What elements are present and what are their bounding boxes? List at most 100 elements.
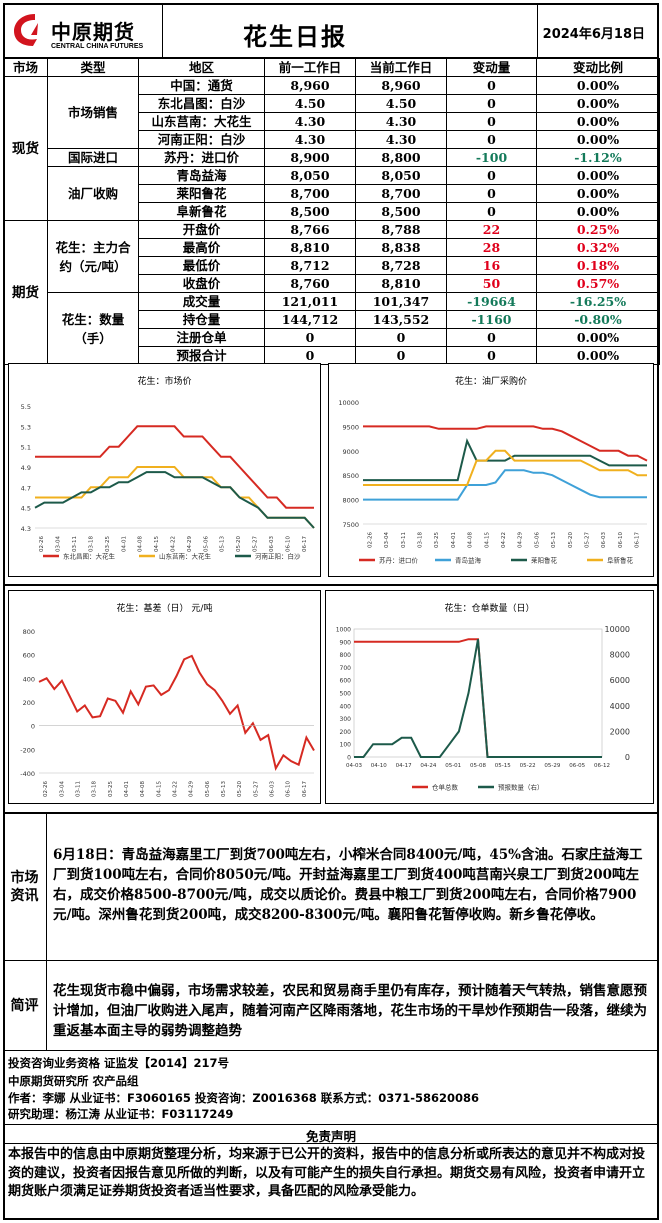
region-cell: 中国：通货 (138, 76, 265, 95)
prev-value-cell: 8,810 (264, 238, 356, 257)
legend-label: 青岛益海 (455, 556, 482, 565)
prev-value-cell: 4.30 (264, 130, 356, 149)
change-cell: -100 (446, 148, 537, 167)
region-cell: 山东莒南：大花生 (138, 112, 265, 131)
x-tick-label: 04-08 (468, 532, 474, 548)
x-tick-label: 04-01 (121, 536, 127, 552)
change-cell: 0 (446, 130, 537, 149)
legend-label: 阜新鲁花 (607, 556, 634, 565)
x-tick-label: 05-06 (205, 781, 211, 797)
table-row: 国际进口 苏丹：进口价 8,900 8,800 -100 -1.12% (4, 148, 660, 167)
chart-market-price: 花生：市场价 5.5 5.3 5.1 4.9 4.7 4.5 4.3 02-26 03-04 03… (8, 363, 321, 577)
x-tick-label: 04-15 (156, 781, 162, 797)
series-line (34, 471, 315, 529)
change-pct-cell: 0.32% (536, 238, 660, 257)
y-tick-label: 300 (340, 716, 352, 723)
prev-value-cell: 0 (264, 346, 356, 365)
change-pct-cell: 0.18% (536, 256, 660, 275)
prev-value-cell: 0 (264, 328, 356, 347)
x-tick-label: 04-01 (124, 781, 130, 797)
market-cell-spot: 现货 (3, 76, 48, 221)
x-tick-label: 06-10 (618, 532, 624, 548)
prev-value-cell: 8,900 (264, 148, 356, 167)
x-tick-label: 04-10 (371, 763, 387, 769)
x-tick-label: 05-13 (551, 532, 557, 548)
change-pct-cell: 0.00% (536, 346, 660, 365)
y-tick-label: 9500 (342, 423, 359, 431)
divider (3, 1124, 659, 1125)
y-tick-label: 600 (23, 652, 35, 660)
table-row: 油厂收购 青岛益海 8,050 8,050 0 0.00% (4, 166, 660, 221)
series-line (35, 425, 314, 509)
x-tick-label: 05-15 (495, 763, 511, 769)
y-tick-label: 400 (340, 703, 352, 710)
market-cell-futures: 期货 (3, 220, 48, 365)
x-tick-label: 03-25 (434, 532, 440, 548)
change-cell: 0 (446, 184, 537, 203)
report-date: 2024年6月18日 (542, 27, 645, 42)
divider (3, 1143, 659, 1144)
region-cell: 青岛益海 (138, 166, 265, 185)
x-tick-label: 06-10 (286, 781, 292, 797)
x-tick-label: 02-26 (43, 781, 49, 797)
x-tick-label: 04-29 (189, 781, 195, 797)
y-tick-label: 0 (31, 723, 35, 731)
change-pct-cell: 0.00% (536, 112, 660, 131)
change-pct-cell: 0.00% (536, 130, 660, 149)
x-tick-label: 02-26 (367, 532, 373, 548)
table-row: 莱阳鲁花 8,700 8,700 0 0.00% (4, 184, 660, 203)
x-tick-label: 06-17 (302, 536, 308, 552)
change-pct-cell: -0.80% (536, 310, 660, 329)
y-tick-label: 400 (23, 675, 35, 683)
table-row: 花生：数量（手） 成交量 121,011 101,347 -19664 -16.25% (4, 292, 660, 365)
change-cell: -19664 (446, 292, 537, 311)
x-tick-label: 05-06 (534, 532, 540, 548)
cur-value-cell: 8,800 (355, 148, 447, 167)
y2-tick-label: 0 (625, 753, 630, 762)
x-tick-label: 06-17 (302, 781, 308, 797)
y-tick-label: 1000 (336, 627, 351, 634)
col-header: 前一工作日 (264, 58, 356, 77)
y-tick-label: 500 (340, 691, 352, 698)
report-title: 花生日报 (243, 22, 347, 51)
x-tick-label: 04-08 (140, 781, 146, 797)
change-cell: 0 (446, 94, 537, 113)
institute-line: 中原期货研究所 农产品组 (8, 1074, 139, 1088)
series-line (38, 654, 315, 771)
region-cell: 持仓量 (138, 310, 265, 329)
col-header: 变动比例 (536, 58, 660, 77)
col-header: 市场 (3, 58, 48, 77)
region-cell: 收盘价 (138, 274, 265, 293)
x-tick-label: 03-25 (108, 781, 114, 797)
cur-value-cell: 8,500 (355, 202, 447, 221)
comment-text: 花生现货市稳中偏弱，市场需求较差，农民和贸易商手里仍有库存，预计随着天气转热，销… (53, 983, 647, 1039)
y-tick-label: 700 (340, 665, 352, 672)
disclaimer-text: 本报告中的信息由中原期货整理分析，均来源于已公开的资料，报告中的信息分析或所表达… (8, 1147, 646, 1199)
x-tick-label: 05-27 (585, 532, 591, 548)
y-tick-label: 7500 (342, 521, 359, 529)
x-tick-label: 04-22 (171, 536, 177, 552)
y-tick-label: 5.5 (21, 403, 31, 411)
price-table: 市场 类型 地区 前一工作日 当前工作日 变动量 变动比例 现货 市场销售 中国：通… (3, 58, 660, 365)
x-tick-label: 04-15 (154, 536, 160, 552)
series-line (363, 449, 647, 486)
comment-label: 简评 (3, 961, 47, 1050)
x-tick-label: 03-18 (88, 536, 94, 552)
legend-label: 河南正阳：白沙 (255, 552, 301, 561)
y2-tick-label: 10000 (605, 625, 630, 634)
y-tick-label: -400 (20, 770, 35, 778)
disclaimer-title: 免责声明 (305, 1129, 356, 1144)
region-cell: 苏丹：进口价 (138, 148, 265, 167)
legend-label: 预报数量（右） (498, 783, 544, 792)
change-cell: 0 (446, 346, 537, 365)
prev-value-cell: 121,011 (264, 292, 356, 311)
y-tick-label: 8500 (342, 472, 359, 480)
region-cell: 开盘价 (138, 220, 265, 239)
change-pct-cell: 0.00% (536, 94, 660, 113)
change-pct-cell: -1.12% (536, 148, 660, 167)
prev-value-cell: 8,712 (264, 256, 356, 275)
x-tick-label: 03-18 (92, 781, 98, 797)
x-tick-label: 05-01 (445, 763, 461, 769)
cur-value-cell: 4.30 (355, 112, 447, 131)
table-row: 最高价 8,810 8,838 28 0.32% (4, 238, 660, 257)
